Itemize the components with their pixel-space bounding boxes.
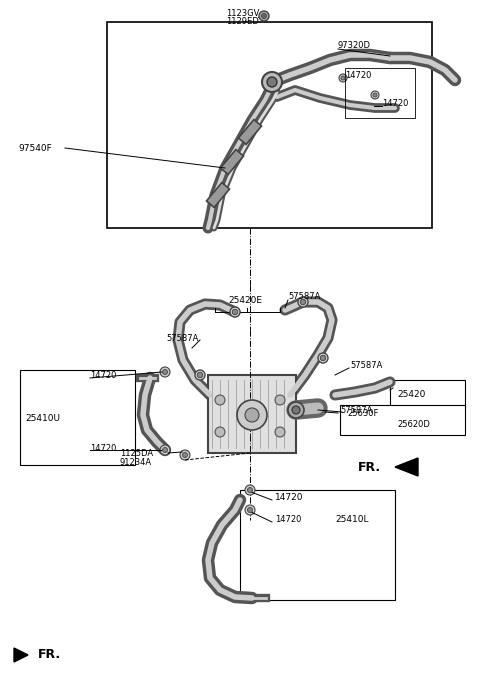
Circle shape	[163, 369, 168, 375]
Circle shape	[215, 395, 225, 405]
Text: 57587A: 57587A	[166, 334, 198, 342]
Bar	[390, 380, 465, 408]
Bar	[206, 183, 229, 208]
Circle shape	[160, 445, 170, 455]
Bar	[220, 149, 243, 175]
Circle shape	[373, 93, 377, 97]
Text: 14720: 14720	[345, 71, 372, 79]
Text: 1129ED: 1129ED	[226, 16, 259, 25]
Text: 25420: 25420	[397, 390, 425, 399]
Circle shape	[197, 372, 203, 377]
Text: 57587A: 57587A	[350, 360, 383, 369]
Circle shape	[341, 76, 345, 80]
Bar	[239, 120, 262, 145]
Circle shape	[320, 356, 326, 361]
Bar	[208, 375, 296, 453]
Text: 14720: 14720	[90, 371, 116, 379]
Text: 1123GV: 1123GV	[226, 8, 259, 18]
Circle shape	[300, 299, 306, 305]
Polygon shape	[14, 648, 28, 662]
Circle shape	[237, 400, 267, 430]
Circle shape	[339, 74, 347, 82]
Text: 91234A: 91234A	[120, 458, 152, 466]
Bar	[240, 490, 395, 600]
Text: 25620D: 25620D	[397, 419, 430, 429]
Circle shape	[160, 367, 170, 377]
Text: 14720: 14720	[382, 99, 408, 108]
Circle shape	[163, 447, 168, 453]
Bar	[107, 22, 432, 228]
Circle shape	[298, 297, 308, 307]
Circle shape	[267, 77, 277, 87]
Bar	[20, 370, 135, 465]
Text: 25410L: 25410L	[335, 516, 369, 525]
Text: 97320D: 97320D	[338, 40, 371, 49]
Circle shape	[180, 450, 190, 460]
Circle shape	[248, 508, 252, 512]
Circle shape	[215, 427, 225, 437]
Circle shape	[195, 370, 205, 380]
Bar	[340, 405, 465, 435]
Circle shape	[259, 11, 269, 21]
Text: 25420E: 25420E	[228, 295, 262, 305]
Circle shape	[371, 91, 379, 99]
Text: 25630F: 25630F	[347, 408, 378, 417]
Circle shape	[275, 395, 285, 405]
Text: FR.: FR.	[358, 460, 381, 473]
Text: 1125DA: 1125DA	[120, 449, 153, 458]
Circle shape	[245, 408, 259, 422]
Text: 25410U: 25410U	[25, 414, 60, 423]
Polygon shape	[395, 458, 418, 476]
Text: 57587A: 57587A	[288, 292, 320, 301]
Circle shape	[230, 307, 240, 317]
Circle shape	[275, 427, 285, 437]
Text: 57587A: 57587A	[340, 406, 372, 414]
Text: 14720: 14720	[275, 516, 301, 525]
Circle shape	[262, 72, 282, 92]
Circle shape	[318, 353, 328, 363]
Text: FR.: FR.	[38, 649, 61, 662]
Text: 97540F: 97540F	[18, 143, 52, 153]
Circle shape	[182, 453, 188, 458]
Circle shape	[232, 309, 238, 314]
Bar	[345, 68, 415, 118]
Text: 14720: 14720	[90, 443, 116, 453]
Circle shape	[288, 402, 304, 418]
Circle shape	[245, 485, 255, 495]
Circle shape	[262, 14, 266, 18]
Text: 14720: 14720	[275, 493, 303, 501]
Circle shape	[245, 505, 255, 515]
Circle shape	[248, 488, 252, 493]
Circle shape	[292, 406, 300, 414]
